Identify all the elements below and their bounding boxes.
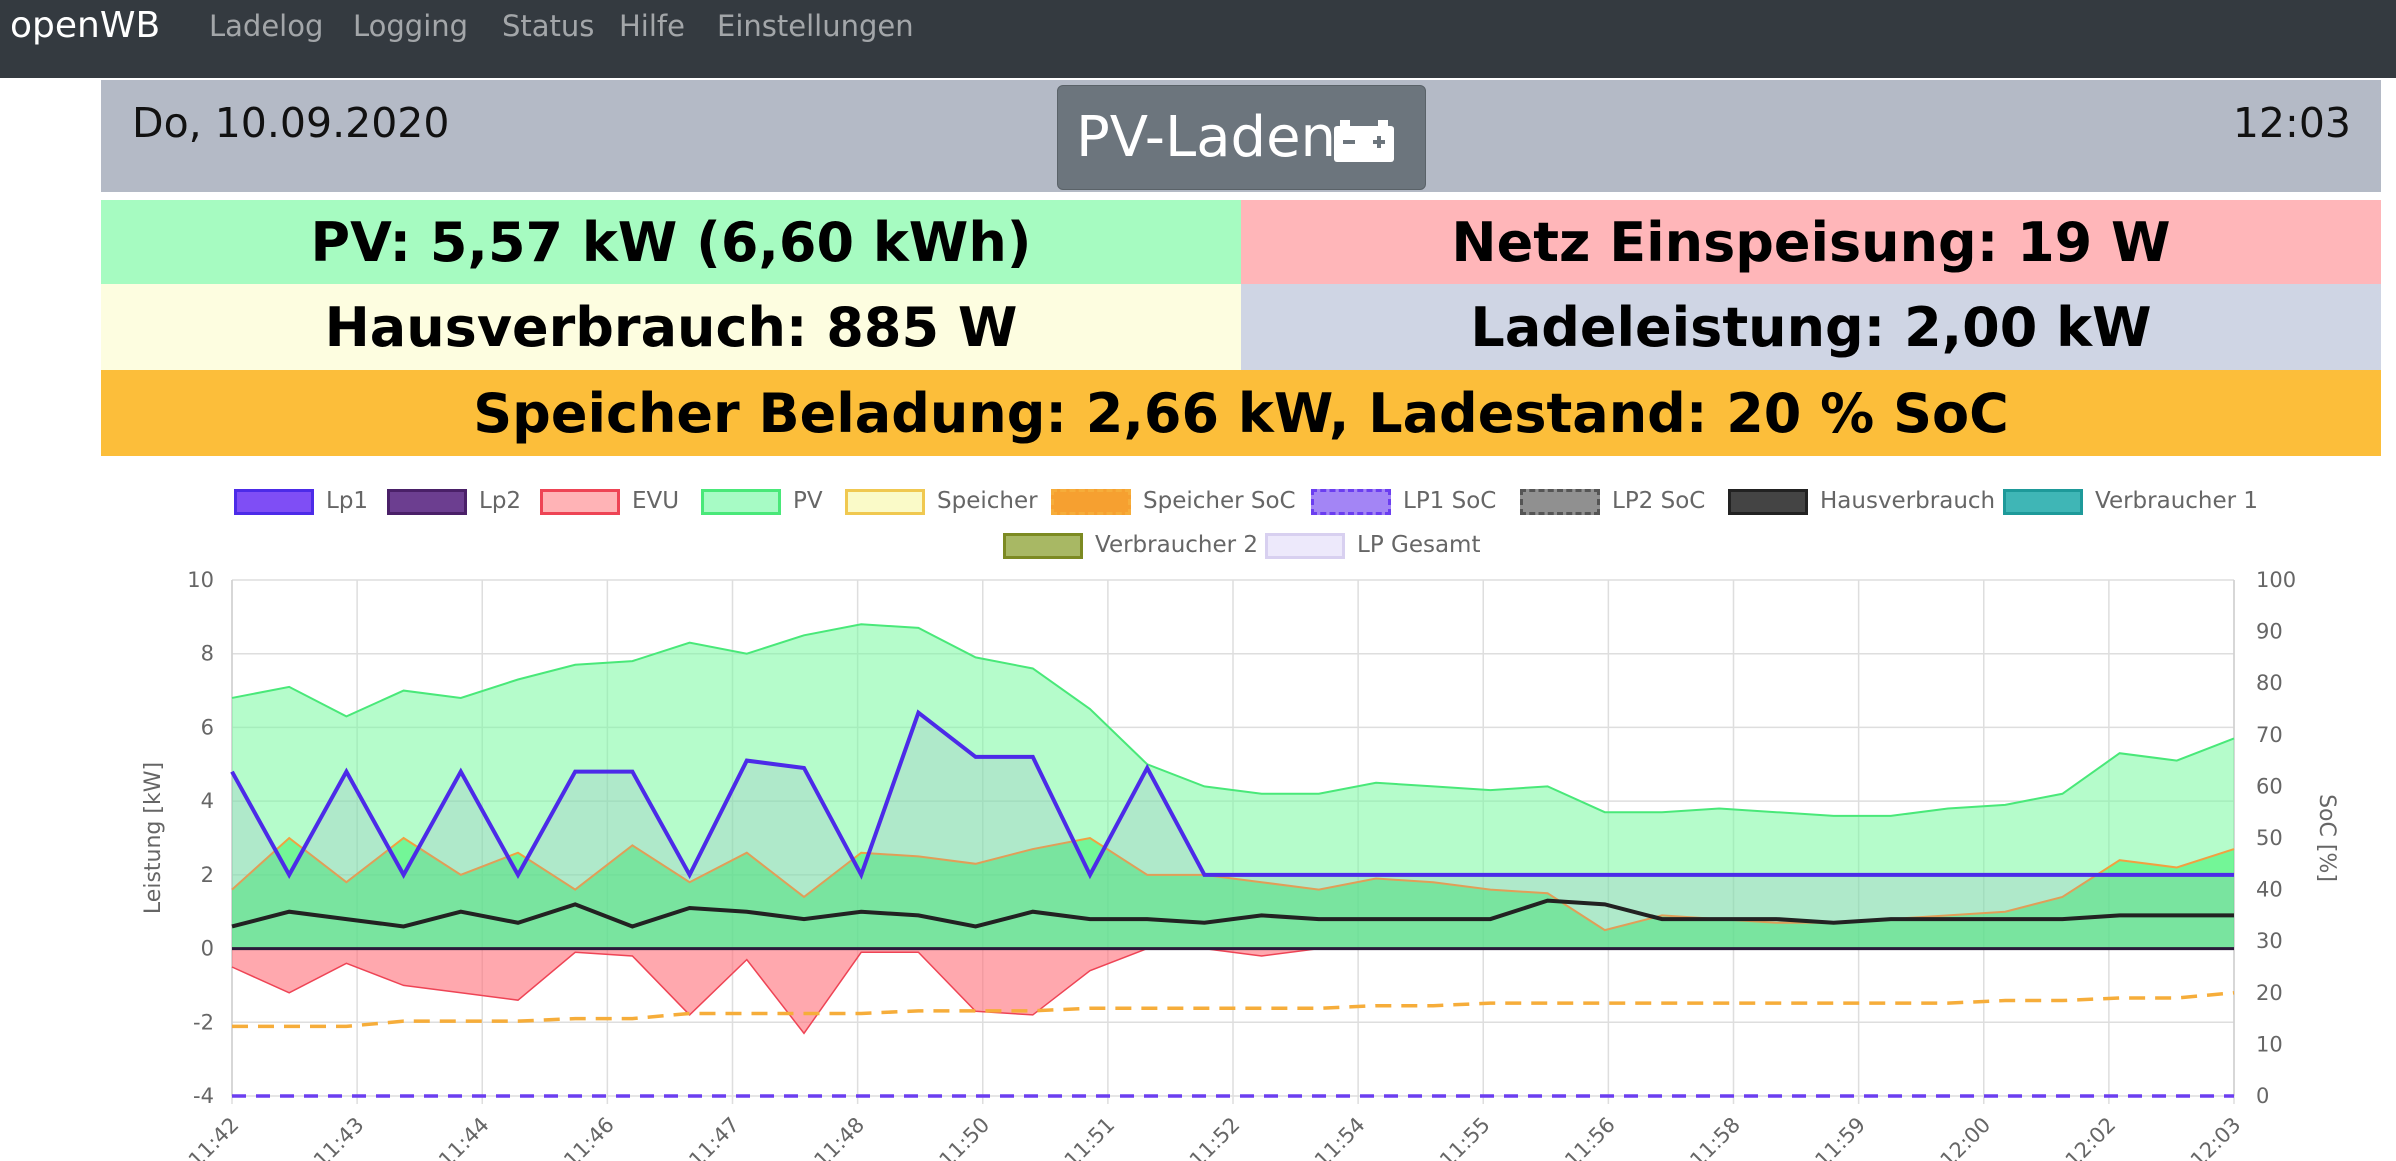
car-battery-icon xyxy=(1334,120,1394,162)
x-tick-label: 11:50 xyxy=(935,1113,995,1161)
y2-tick-label: 20 xyxy=(2256,981,2283,1005)
pv-line xyxy=(231,623,2235,817)
legend-swatch xyxy=(1265,533,1345,559)
x-tick-label: 11:59 xyxy=(1810,1113,1870,1161)
y2-tick-label: 70 xyxy=(2256,723,2283,747)
x-tick-label: 12:03 xyxy=(2186,1113,2246,1161)
y2-tick-label: 60 xyxy=(2256,774,2283,798)
x-tick-label: 11:51 xyxy=(1060,1113,1120,1161)
y2-tick-label: 80 xyxy=(2256,671,2283,695)
legend-swatch xyxy=(234,489,314,515)
x-tick-label: 11:48 xyxy=(809,1113,869,1161)
charge-mode-button[interactable]: PV-Laden xyxy=(1057,85,1426,190)
y-tick-label: 0 xyxy=(201,937,214,961)
legend-label: Lp2 xyxy=(479,488,522,514)
legend-label: Hausverbrauch xyxy=(1820,488,1996,514)
legend-swatch xyxy=(1728,489,1808,515)
brand-logo[interactable]: openWB xyxy=(10,5,161,46)
legend-swatch xyxy=(845,489,925,515)
nav-status[interactable]: Status xyxy=(502,9,595,43)
house-consumption-tile: Hausverbrauch: 885 W xyxy=(101,284,1241,370)
current-time: 12:03 xyxy=(2232,99,2351,147)
y-tick-label: 4 xyxy=(201,789,214,813)
y2-tick-label: 100 xyxy=(2256,568,2296,592)
hausverbrauch-line xyxy=(231,898,2234,929)
lp1-line xyxy=(230,709,2234,880)
y-tick-label: 10 xyxy=(187,568,214,592)
legend-swatch xyxy=(1311,489,1391,515)
y-tick-label: 6 xyxy=(201,715,214,739)
legend-label: LP1 SoC xyxy=(1403,488,1497,514)
current-date: Do, 10.09.2020 xyxy=(132,99,450,147)
legend-swatch xyxy=(1003,533,1083,559)
x-tick-label: 11:54 xyxy=(1310,1113,1370,1161)
y2-tick-label: 0 xyxy=(2256,1084,2269,1108)
x-tick-label: 11:44 xyxy=(434,1113,494,1161)
chart-legend: Lp1 Lp2 EVU PV Speicher Speicher SoC LP1… xyxy=(0,486,2396,559)
y-tick-label: 8 xyxy=(201,642,214,666)
pv-tile: PV: 5,57 kW (6,60 kWh) xyxy=(101,200,1241,284)
legend-label: PV xyxy=(793,488,823,514)
y-tick-label: 2 xyxy=(201,863,214,887)
legend-swatch xyxy=(1051,489,1131,515)
legend-label: LP Gesamt xyxy=(1357,532,1481,558)
x-tick-label: 11:47 xyxy=(684,1113,744,1161)
status-header: Do, 10.09.2020 PV-Laden 12:03 xyxy=(101,80,2381,192)
legend-label: EVU xyxy=(632,488,680,514)
x-tick-label: 11:52 xyxy=(1185,1113,1245,1161)
legend-label: LP2 SoC xyxy=(1612,488,1706,514)
nav-logging[interactable]: Logging xyxy=(353,9,469,43)
charge-power-tile: Ladeleistung: 2,00 kW xyxy=(1241,284,2381,370)
y2-tick-label: 10 xyxy=(2256,1032,2283,1056)
nav-ladelog[interactable]: Ladelog xyxy=(209,9,324,43)
lp1-area xyxy=(232,712,2234,949)
legend-label: Verbraucher 2 xyxy=(1095,532,1259,558)
legend-label: Lp1 xyxy=(326,488,369,514)
nav-hilfe[interactable]: Hilfe xyxy=(619,9,685,43)
y2-tick-label: 50 xyxy=(2256,826,2283,850)
x-tick-label: 11:58 xyxy=(1685,1113,1745,1161)
y2-tick-label: 90 xyxy=(2256,620,2283,644)
y2-tick-label: 40 xyxy=(2256,878,2283,902)
y-axis-title: Leistung [kW] xyxy=(141,762,166,914)
x-tick-label: 12:00 xyxy=(1936,1113,1996,1161)
grid-tile: Netz Einspeisung: 19 W xyxy=(1241,200,2381,284)
legend-swatch xyxy=(1520,489,1600,515)
legend-label: Speicher SoC xyxy=(1143,488,1296,514)
legend-label: Verbraucher 1 xyxy=(2095,488,2259,514)
navbar: openWB Ladelog Logging Status Hilfe Eins… xyxy=(0,0,2396,78)
x-tick-label: 11:56 xyxy=(1560,1113,1620,1161)
y-tick-label: -4 xyxy=(193,1084,214,1108)
legend-label: Speicher xyxy=(937,488,1038,514)
battery-storage-tile: Speicher Beladung: 2,66 kW, Ladestand: 2… xyxy=(101,370,2381,456)
x-tick-label: 11:46 xyxy=(559,1113,619,1161)
legend-swatch xyxy=(2003,489,2083,515)
legend-swatch xyxy=(701,489,781,515)
charge-mode-label: PV-Laden xyxy=(1076,105,1337,170)
y2-axis-title: SoC [%] xyxy=(2314,794,2339,882)
y-tick-label: -2 xyxy=(193,1010,214,1034)
evu-area xyxy=(232,948,2234,1034)
legend-swatch xyxy=(540,489,620,515)
speicher-soc-line xyxy=(232,991,2235,1029)
x-tick-label: 11:42 xyxy=(184,1113,244,1161)
x-tick-label: 11:43 xyxy=(309,1113,369,1161)
legend-swatch xyxy=(387,489,467,515)
y2-tick-label: 30 xyxy=(2256,929,2283,953)
x-tick-label: 11:55 xyxy=(1435,1113,1495,1161)
x-tick-label: 12:02 xyxy=(2061,1113,2121,1161)
nav-einstellungen[interactable]: Einstellungen xyxy=(717,9,914,43)
